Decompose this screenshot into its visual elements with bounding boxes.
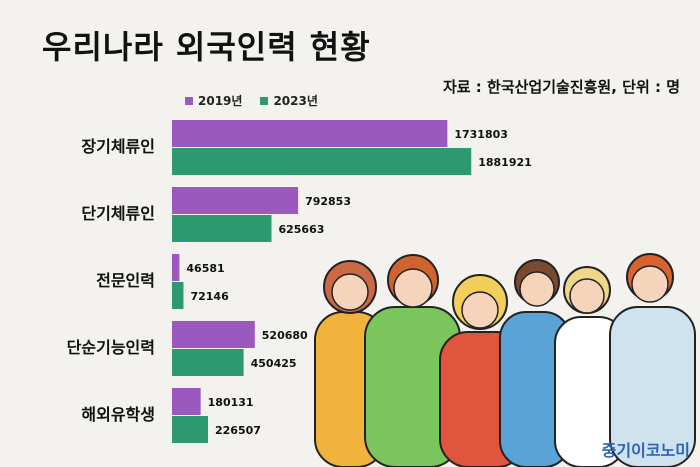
people-illustration (314, 253, 696, 467)
bar-2019 (172, 321, 255, 348)
page-title: 우리나라 외국인력 현황 (42, 28, 371, 66)
data-label: 450425 (251, 357, 297, 370)
bar-2023 (172, 282, 184, 309)
data-label: 180131 (208, 396, 254, 409)
data-label: 72146 (190, 290, 229, 303)
data-label: 1881921 (478, 156, 532, 169)
person-figure (364, 254, 461, 467)
brand-logo: 중기이코노미 (601, 441, 690, 460)
legend-swatch-2023 (260, 96, 269, 105)
legend-item-2019: 2019년 (185, 92, 242, 109)
bar-2019 (172, 254, 180, 281)
legend-swatch-2019 (185, 96, 193, 105)
legend-item-2023: 2023년 (260, 92, 318, 109)
source-note: 자료 : 한국산업기술진흥원, 단위 : 명 (442, 78, 680, 96)
bar-2023 (172, 349, 244, 376)
person-figure (554, 266, 626, 467)
data-label: 1731803 (454, 128, 508, 141)
category-label: 해외유학생 (81, 405, 155, 424)
legend-label-2019: 2019년 (198, 94, 243, 108)
data-label: 792853 (305, 195, 351, 208)
bar-2019 (172, 187, 299, 214)
person-figure (499, 259, 571, 467)
data-label: 625663 (278, 223, 324, 236)
category-label: 단순기능인력 (67, 338, 155, 357)
bar-2023 (172, 148, 472, 175)
bar-2019 (172, 388, 201, 415)
bar-2019 (172, 120, 448, 147)
data-label: 46581 (186, 262, 224, 275)
data-label: 520680 (262, 329, 308, 342)
category-label: 단기체류인 (81, 204, 155, 223)
person-figure (609, 253, 696, 467)
bar-2023 (172, 215, 272, 242)
data-label: 226507 (215, 424, 261, 437)
chart-legend: 2019년 2023년 (185, 92, 318, 109)
bar-2023 (172, 416, 209, 443)
legend-label-2023: 2023년 (273, 94, 318, 108)
category-label: 전문인력 (96, 271, 155, 290)
category-label: 장기체류인 (81, 137, 155, 156)
